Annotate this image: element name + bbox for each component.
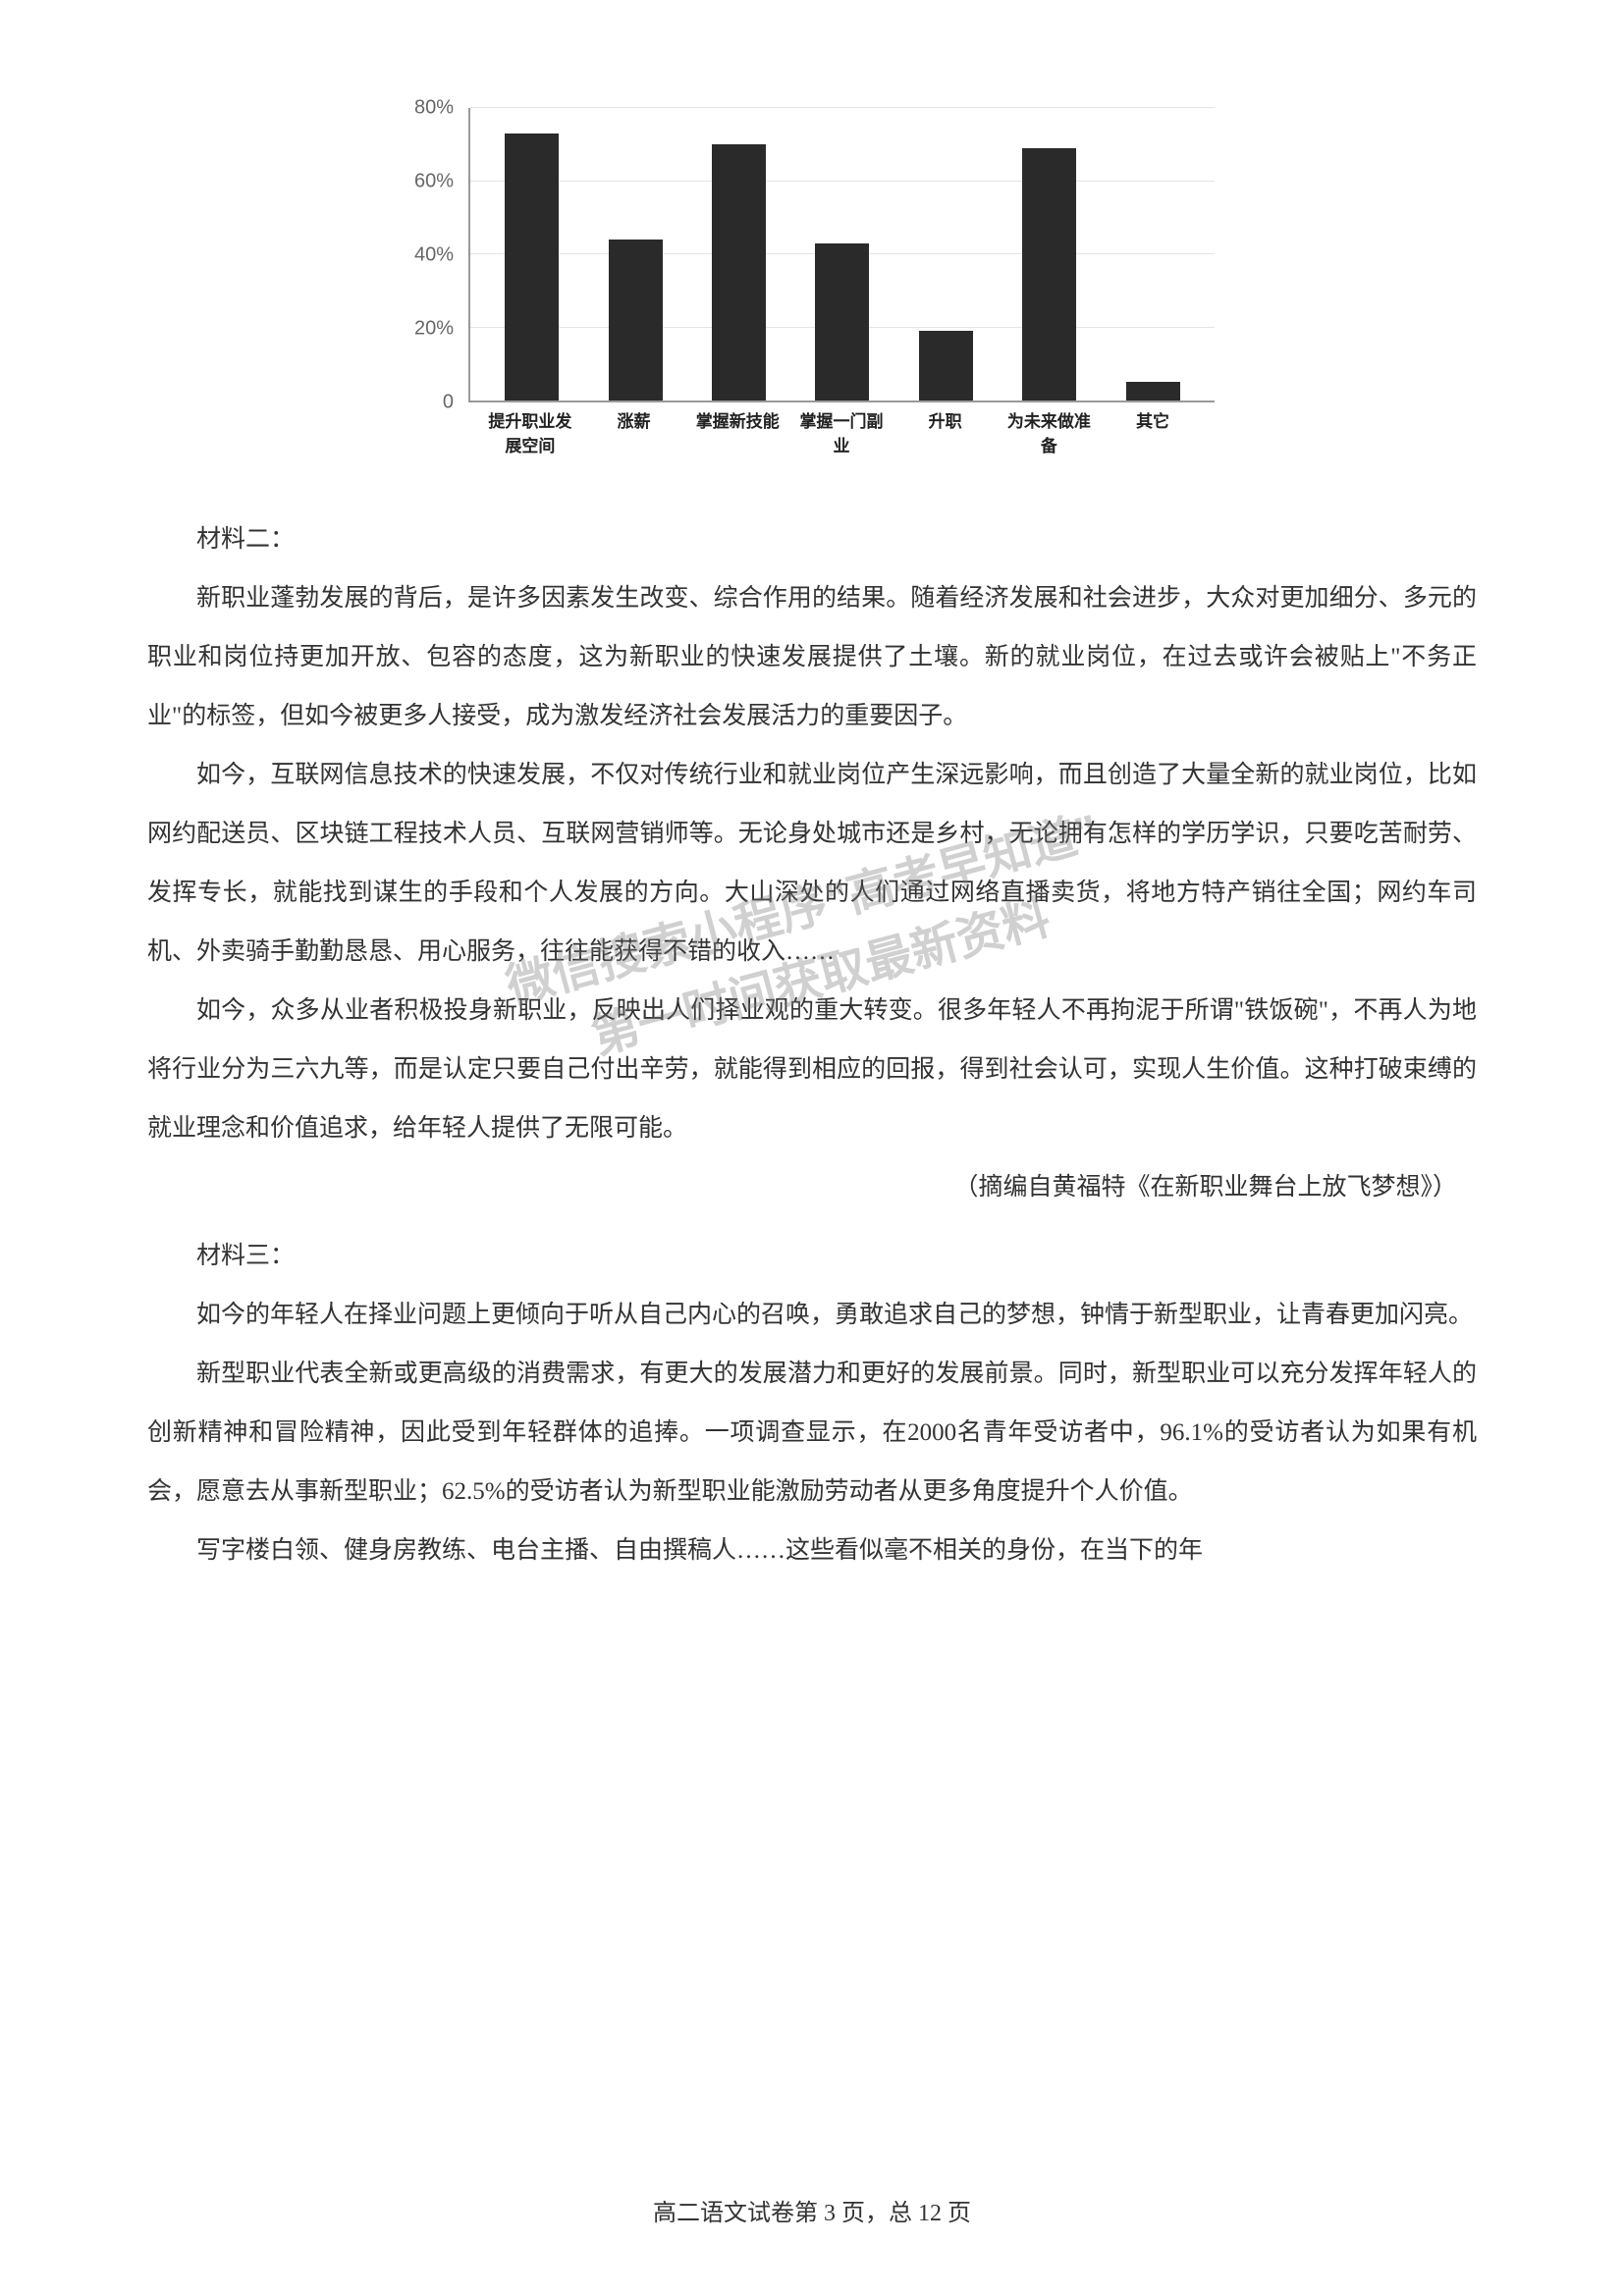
document-body: 材料二： 新职业蓬勃发展的背后，是许多因素发生改变、综合作用的结果。随着经济发展… [147,510,1477,1580]
bar-1 [609,240,663,400]
bar-5 [1022,148,1076,400]
bar-2 [712,144,766,400]
y-label-0: 0 [443,392,454,414]
material2-paragraph-3: 如今，众多从业者积极投身新职业，反映出人们择业观的重大转变。很多年轻人不再拘泥于… [147,982,1477,1158]
material2-paragraph-2: 如今，互联网信息技术的快速发展，不仅对传统行业和就业岗位产生深远影响，而且创造了… [147,746,1477,982]
bar-chart: 80% 60% 40% 20% 0 提升职业发展空间 涨薪 掌握新技能 掌握一门… [380,98,1244,471]
chart-plot-area [468,108,1215,402]
material2-paragraph-1: 新职业蓬勃发展的背后，是许多因素发生改变、综合作用的结果。随着经济发展和社会进步… [147,569,1477,746]
material3-heading: 材料三： [147,1227,1477,1286]
bars-container [470,108,1215,400]
x-label-3: 掌握一门副业 [794,407,888,456]
y-label-60: 60% [414,171,454,193]
bar-3 [815,243,869,400]
x-label-0: 提升职业发展空间 [483,407,576,456]
bar-0 [505,133,559,400]
x-label-2: 掌握新技能 [691,407,785,456]
material2-citation: （摘编自黄福特《在新职业舞台上放飞梦想》） [147,1158,1457,1217]
y-axis: 80% 60% 40% 20% 0 [380,108,463,402]
page-footer: 高二语文试卷第 3 页，总 12 页 [0,2193,1624,2227]
bar-4 [919,331,973,400]
x-label-4: 升职 [898,407,992,456]
y-label-40: 40% [414,244,454,267]
x-label-6: 其它 [1107,407,1200,456]
material3-paragraph-3: 写字楼白领、健身房教练、电台主播、自由撰稿人……这些看似毫不相关的身份，在当下的… [147,1522,1477,1580]
x-label-5: 为未来做准备 [1002,407,1096,456]
material3-paragraph-1: 如今的年轻人在择业问题上更倾向于听从自己内心的召唤，勇敢追求自己的梦想，钟情于新… [147,1286,1477,1345]
material2-heading: 材料二： [147,510,1477,569]
bar-6 [1126,382,1180,400]
x-axis: 提升职业发展空间 涨薪 掌握新技能 掌握一门副业 升职 为未来做准备 其它 [468,407,1215,456]
material3-paragraph-2: 新型职业代表全新或更高级的消费需求，有更大的发展潜力和更好的发展前景。同时，新型… [147,1345,1477,1522]
y-label-20: 20% [414,318,454,341]
x-label-1: 涨薪 [587,407,680,456]
y-label-80: 80% [414,97,454,120]
